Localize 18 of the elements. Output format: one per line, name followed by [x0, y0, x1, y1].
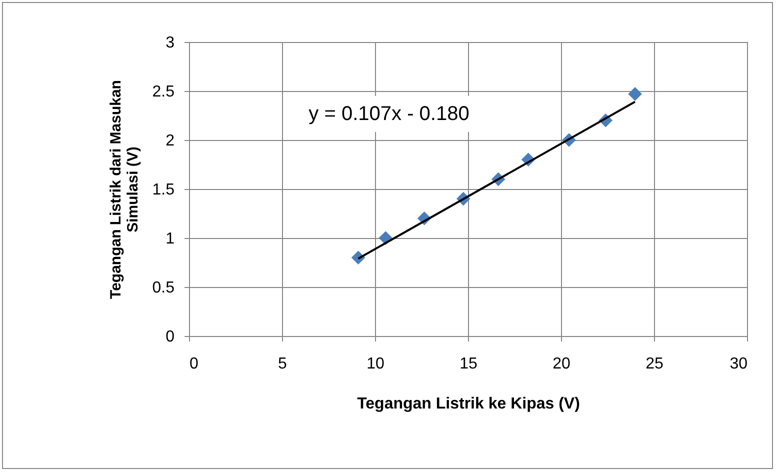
- y-tick-label: 2: [166, 132, 175, 150]
- y-tick-label: 2.5: [152, 84, 175, 100]
- x-tick-label: 0: [190, 356, 198, 372]
- y-tick-label: 0: [166, 328, 175, 346]
- y-tick-label: 0.5: [152, 280, 175, 296]
- y-axis-title: Tegangan Listrik dari Masukan Simulasi (V): [107, 80, 142, 299]
- y-tick-label: 1.5: [152, 182, 175, 198]
- x-tick-label: 15: [460, 356, 478, 372]
- x-tick-label: 25: [646, 356, 664, 372]
- x-tick-label: 20: [552, 356, 570, 372]
- annotation: y = 0.107x - 0.180: [308, 103, 470, 125]
- point: [628, 87, 642, 101]
- x-tick-label: 10: [366, 356, 384, 372]
- x-tick-label: 30: [730, 356, 748, 372]
- x-tick-label: 5: [278, 356, 288, 372]
- y-tick-label: 3: [166, 34, 175, 52]
- x-axis-title: Tegangan Listrik ke Kipas (V): [357, 396, 580, 412]
- y-tick-label: 1: [166, 230, 175, 248]
